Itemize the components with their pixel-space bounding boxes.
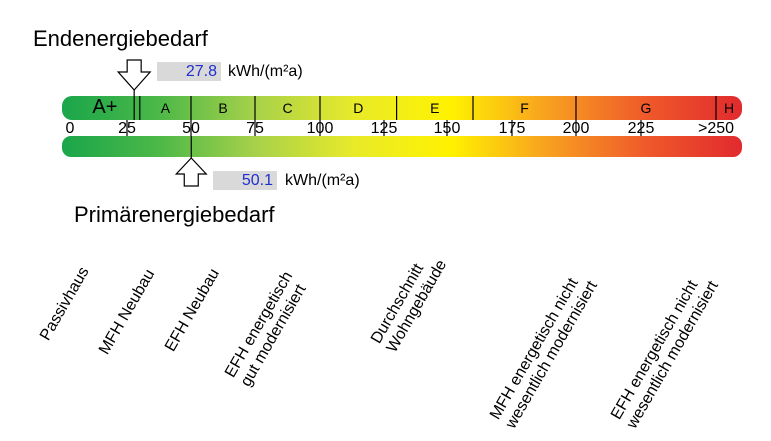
tick-label: 50 xyxy=(182,120,200,137)
class-label-h: H xyxy=(724,100,734,116)
tick-label: 25 xyxy=(118,120,136,137)
primary-energy-value: 50.1 xyxy=(241,172,273,189)
class-label-b: B xyxy=(218,100,227,116)
class-label-e: E xyxy=(430,100,439,116)
upper-scale-bar xyxy=(62,96,742,120)
class-label-a-plus: A+ xyxy=(92,96,117,118)
tick-label: 125 xyxy=(371,120,398,137)
class-label-g: G xyxy=(641,100,652,116)
primary-energy-title: Primärenergiebedarf xyxy=(74,202,275,227)
primary-energy-unit: kWh/(m²a) xyxy=(285,172,360,189)
tick-label: 75 xyxy=(246,120,264,137)
tick-label: 100 xyxy=(307,120,334,137)
end-energy-value-box: 27.8 xyxy=(157,62,221,81)
tick-label: 200 xyxy=(563,120,590,137)
end-energy-title: Endenergiebedarf xyxy=(33,26,208,51)
scale-label-strip xyxy=(62,120,742,136)
end-energy-arrow-icon xyxy=(116,59,152,91)
tick-label: 175 xyxy=(499,120,526,137)
tick-label: 225 xyxy=(628,120,655,137)
end-energy-value: 27.8 xyxy=(185,63,217,80)
primary-energy-value-box: 50.1 xyxy=(213,171,277,190)
end-energy-unit: kWh/(m²a) xyxy=(228,63,303,80)
lower-scale-bar xyxy=(62,136,742,157)
tick-label: >250 xyxy=(698,120,734,137)
tick-label: 0 xyxy=(66,120,75,137)
class-label-a: A xyxy=(161,100,171,116)
class-label-c: C xyxy=(282,100,292,116)
tick-label: 150 xyxy=(434,120,461,137)
class-label-f: F xyxy=(520,100,529,116)
class-label-d: D xyxy=(353,100,363,116)
primary-energy-arrow-icon xyxy=(174,157,208,187)
